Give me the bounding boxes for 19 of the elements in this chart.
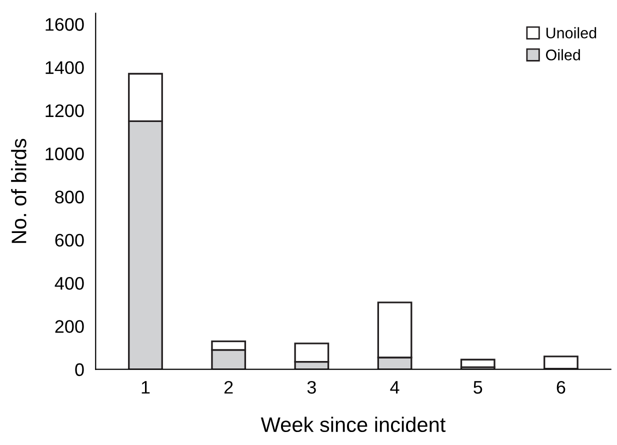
y-tick-label: 600 [55,234,84,247]
y-tick-label: 1000 [46,148,84,160]
y-tick-label: 0 [75,363,84,376]
y-tick-label: 1600 [46,18,84,31]
y-tick-label: 800 [55,190,84,204]
x-axis-title: Week since incident [260,416,446,432]
y-tick-label: 200 [55,320,84,333]
x-tick-label: 1 [142,381,150,394]
y-tick-label: 1400 [46,61,84,74]
x-tick-label: 6 [556,380,566,394]
y-tick-label: 1200 [46,104,84,118]
x-tick-label: 3 [307,380,316,394]
x-tick-label: 2 [224,380,233,394]
legend-label: Oiled [546,49,580,60]
x-tick-label: 5 [474,381,482,394]
y-axis-title: No. of birds [11,138,26,243]
y-tick-label: 400 [54,276,84,290]
legend-label: Unoiled [546,27,596,38]
x-tick-label: 4 [390,381,400,394]
